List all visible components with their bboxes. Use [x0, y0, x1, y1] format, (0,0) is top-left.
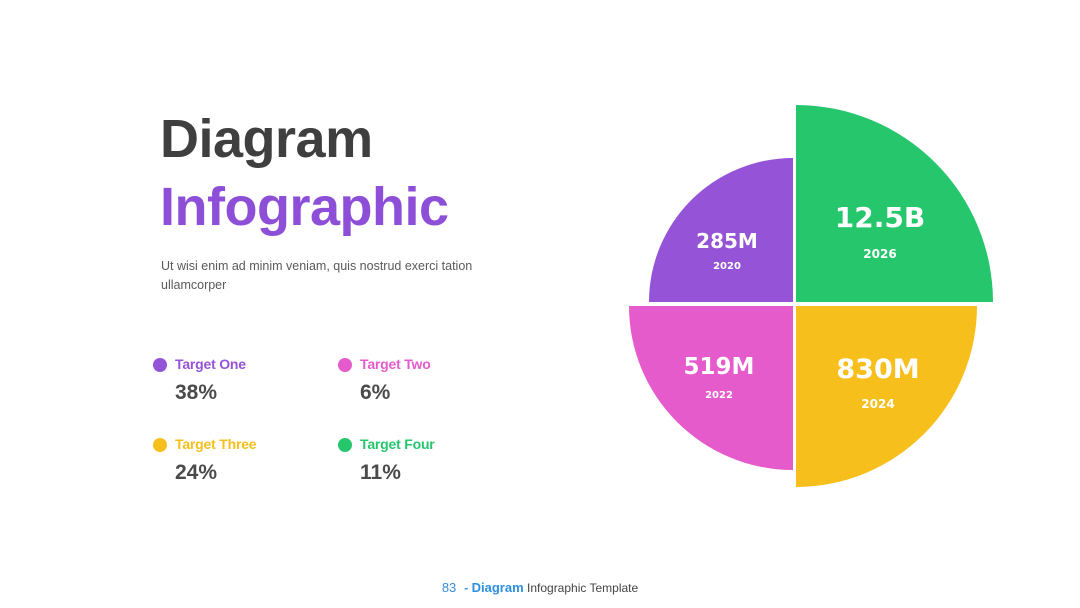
- quadrant-value: 519M: [684, 354, 755, 380]
- quadrant-year: 2020: [713, 261, 741, 272]
- legend-dot: [338, 358, 352, 372]
- quadrant-bottom-left: [629, 306, 793, 470]
- footer-highlight: Diagram: [471, 580, 524, 595]
- quadrant-value: 285M: [696, 229, 758, 253]
- quadrant-year: 2022: [705, 390, 733, 401]
- title-line-2: Infographic: [160, 177, 449, 237]
- footer: 83- Diagram Infographic Template: [0, 580, 1080, 595]
- quadrant-year: 2026: [863, 247, 896, 261]
- legend-label: Target Two: [360, 356, 431, 372]
- legend-value: 6%: [360, 381, 391, 404]
- legend-value: 11%: [360, 461, 401, 484]
- legend-value: 24%: [175, 461, 218, 484]
- title-line-1: Diagram: [160, 109, 373, 169]
- description: Ut wisi enim ad minim veniam, quis nostr…: [161, 259, 473, 292]
- quadrant-top-left: [649, 158, 793, 302]
- legend-dot: [153, 438, 167, 452]
- quadrant-top-right: [796, 105, 993, 302]
- legend-dot: [338, 438, 352, 452]
- page-number: 83: [441, 580, 457, 595]
- footer-rest: Infographic Template: [527, 581, 639, 595]
- legend-label: Target One: [175, 356, 246, 372]
- quadrant-value: 830M: [836, 354, 919, 385]
- quadrant-year: 2024: [861, 397, 894, 411]
- legend-label: Target Three: [175, 436, 257, 452]
- quadrant-value: 12.5B: [835, 201, 925, 234]
- legend-dot: [153, 358, 167, 372]
- footer-dash: -: [464, 581, 469, 595]
- legend-label: Target Four: [360, 436, 435, 452]
- legend-value: 38%: [175, 381, 218, 404]
- quadrant-bottom-right: [796, 306, 977, 487]
